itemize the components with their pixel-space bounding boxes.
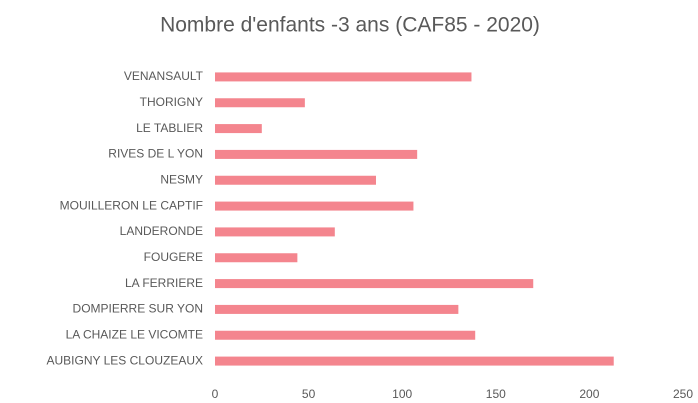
y-tick-label: DOMPIERRE SUR YON (73, 302, 203, 316)
bar (215, 175, 376, 185)
bar (215, 304, 459, 314)
y-tick-label: AUBIGNY LES CLOUZEAUX (47, 353, 204, 367)
x-tick-label: 250 (673, 387, 693, 401)
y-tick-label: MOUILLERON LE CAPTIF (60, 198, 203, 212)
y-tick-label: VENANSAULT (124, 69, 204, 83)
bar (215, 356, 614, 366)
bar (215, 253, 298, 263)
x-tick-label: 50 (302, 387, 316, 401)
bar (215, 330, 476, 340)
y-tick-label: LANDERONDE (120, 224, 203, 238)
bar (215, 149, 418, 159)
bar (215, 201, 414, 211)
y-tick-label: THORIGNY (140, 95, 203, 109)
y-tick-label: LA FERRIERE (125, 276, 203, 290)
bar (215, 98, 305, 108)
bar (215, 72, 472, 82)
y-tick-label: LE TABLIER (136, 121, 203, 135)
bar (215, 227, 335, 237)
y-tick-label: FOUGERE (144, 250, 203, 264)
x-tick-label: 150 (486, 387, 506, 401)
chart-title: Nombre d'enfants -3 ans (CAF85 - 2020) (160, 14, 540, 37)
y-tick-label: LA CHAIZE LE VICOMTE (66, 327, 203, 341)
bar (215, 124, 262, 134)
bar (215, 279, 534, 289)
y-tick-label: NESMY (160, 172, 203, 186)
x-tick-label: 0 (212, 387, 219, 401)
x-tick-label: 200 (579, 387, 599, 401)
y-tick-label: RIVES DE L YON (108, 147, 203, 161)
x-tick-label: 100 (392, 387, 412, 401)
